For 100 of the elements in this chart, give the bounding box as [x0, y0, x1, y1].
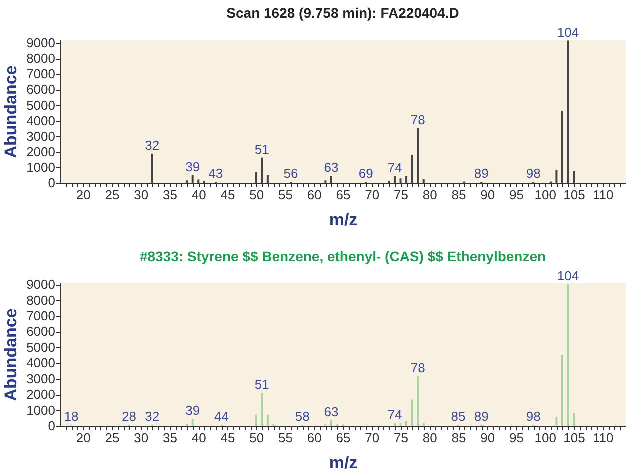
annotation: 63	[324, 160, 339, 176]
bar	[573, 413, 576, 426]
annotation: 43	[208, 166, 224, 182]
chart-title: Scan 1628 (9.758 min): FA220404.D	[226, 4, 460, 21]
x-tick-label: 110	[593, 188, 614, 202]
bar	[266, 175, 269, 183]
bar	[394, 423, 396, 426]
bar	[561, 111, 564, 183]
x-tick-label: 85	[452, 430, 466, 446]
annotation: 51	[254, 142, 270, 157]
x-tick-label: 50	[250, 430, 264, 446]
y-tick-label: 7000	[26, 308, 56, 324]
x-tick-label: 55	[278, 430, 293, 446]
annotation: 104	[557, 268, 580, 284]
bar	[406, 420, 408, 426]
x-tick-label: 20	[76, 188, 91, 202]
bar	[417, 128, 420, 183]
bar	[400, 178, 402, 183]
bar	[330, 420, 332, 426]
x-tick-label: 95	[510, 188, 524, 202]
x-tick-label: 105	[564, 188, 586, 202]
x-tick-label: 50	[250, 188, 264, 202]
x-tick-label: 90	[480, 430, 496, 446]
x-tick-label: 75	[394, 430, 408, 446]
annotation: 32	[145, 138, 160, 153]
y-tick-label: 4000	[26, 356, 56, 371]
annotation: 78	[410, 360, 426, 376]
bar	[422, 179, 425, 183]
x-tick-label: 60	[307, 430, 322, 446]
bar	[266, 415, 269, 426]
y-axis-title: Abundance	[2, 308, 21, 402]
y-tick-label: 5000	[26, 340, 56, 355]
bar	[394, 176, 396, 183]
annotation: 39	[186, 159, 200, 174]
annotation: 85	[451, 409, 466, 424]
x-axis-title: m/z	[329, 210, 358, 230]
x-tick-label: 65	[336, 430, 351, 446]
bar	[192, 175, 194, 183]
annotation: 74	[388, 160, 402, 176]
bar	[406, 176, 408, 183]
annotation: 78	[410, 112, 426, 128]
y-tick-label: 6000	[26, 82, 56, 98]
annotation: 69	[358, 166, 374, 182]
y-tick-label: 2000	[26, 144, 56, 160]
annotation: 98	[526, 409, 541, 424]
bar	[255, 415, 258, 426]
bar	[411, 400, 414, 426]
y-tick-label: 7000	[26, 66, 56, 82]
bar	[255, 172, 258, 183]
y-tick-label: 4000	[26, 113, 56, 128]
x-tick-label: 65	[336, 188, 351, 202]
x-tick-label: 95	[510, 430, 524, 446]
bar	[422, 423, 425, 426]
bar	[151, 154, 154, 183]
x-tick-label: 80	[422, 188, 438, 202]
x-tick-label: 55	[278, 188, 293, 202]
x-tick-label: 40	[192, 430, 206, 446]
y-axis-title: Abundance	[2, 66, 21, 158]
x-tick-label: 45	[220, 188, 236, 202]
y-tick-label: 0	[48, 418, 56, 434]
y-tick-label: 9000	[26, 36, 56, 51]
x-tick-label: 100	[534, 430, 556, 446]
bar	[561, 355, 564, 426]
annotation: 32	[145, 409, 160, 424]
bar	[261, 393, 264, 426]
annotation: 74	[388, 407, 402, 422]
bar	[573, 171, 576, 183]
x-tick-label: 70	[365, 430, 380, 446]
annotation: 104	[557, 24, 580, 40]
y-tick-label: 1000	[26, 160, 56, 175]
x-tick-label: 25	[105, 430, 120, 446]
x-tick-label: 110	[593, 430, 614, 446]
y-tick-label: 3000	[26, 128, 56, 144]
annotation: 18	[64, 409, 79, 424]
y-tick-label: 2000	[26, 387, 56, 402]
x-tick-label: 35	[163, 430, 178, 446]
x-tick-label: 70	[365, 188, 380, 202]
y-tick-label: 8000	[26, 292, 56, 308]
y-tick-label: 6000	[26, 324, 56, 340]
bar	[417, 376, 420, 426]
annotation: 63	[324, 404, 339, 420]
x-tick-label: 20	[76, 430, 91, 446]
annotation: 28	[122, 409, 137, 424]
bar	[330, 176, 332, 183]
x-tick-label: 60	[307, 188, 322, 202]
bar	[198, 180, 200, 183]
x-tick-label: 90	[480, 188, 496, 202]
x-tick-label: 30	[134, 188, 149, 202]
y-tick-label: 5000	[26, 98, 56, 113]
bar	[192, 419, 194, 426]
y-tick-label: 1000	[26, 402, 56, 418]
y-tick-label: 8000	[26, 51, 56, 66]
y-tick-label: 3000	[26, 371, 56, 386]
x-axis-title: m/z	[329, 454, 358, 472]
bar	[567, 284, 570, 426]
x-tick-label: 75	[394, 188, 408, 202]
x-tick-label: 100	[534, 188, 556, 202]
annotation: 51	[254, 377, 270, 392]
annotation: 44	[214, 409, 229, 424]
bar	[556, 417, 558, 426]
